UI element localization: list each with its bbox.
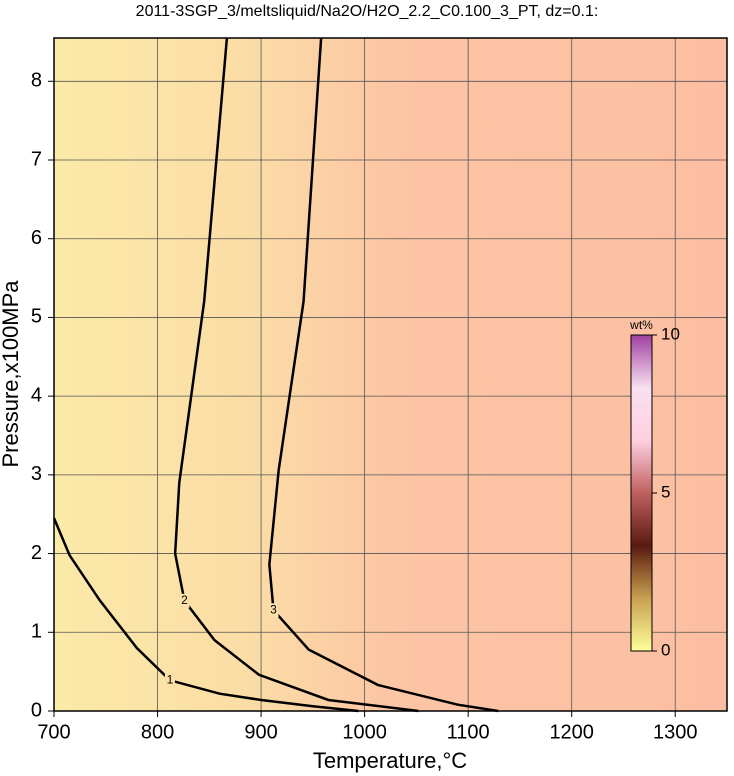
y-tick-label: 1 [31, 621, 42, 643]
colorbar-tick-label: 0 [661, 640, 670, 659]
contour-label: 2 [181, 593, 188, 607]
x-tick-label: 800 [141, 721, 174, 743]
x-tick-label: 1000 [342, 721, 387, 743]
y-tick-label: 0 [31, 699, 42, 721]
x-tick-label: 700 [37, 721, 70, 743]
x-axis-label: Temperature,°C [313, 748, 467, 773]
y-tick-label: 6 [31, 227, 42, 249]
y-tick-label: 3 [31, 463, 42, 485]
x-tick-label: 1300 [653, 721, 698, 743]
y-tick-label: 2 [31, 542, 42, 564]
chart-title: 2011-3SGP_3/meltsliquid/Na2O/H2O_2.2_C0.… [136, 3, 599, 20]
y-tick-label: 8 [31, 70, 42, 92]
contour-label: 3 [270, 602, 277, 616]
contour-label-bg [268, 603, 279, 618]
colorbar-tick-label: 10 [661, 324, 680, 343]
y-tick-label: 5 [31, 306, 42, 328]
x-tick-label: 1200 [549, 721, 594, 743]
colorbar-tick-label: 5 [661, 482, 670, 501]
x-tick-label: 1100 [447, 721, 490, 743]
y-axis-label: Pressure,x100MPa [0, 280, 23, 468]
x-tick-label: 900 [244, 721, 277, 743]
colorbar-label: wt% [629, 318, 653, 332]
colorbar [630, 334, 653, 652]
plot-frame [53, 37, 728, 712]
contour-label-bg [179, 593, 190, 608]
contour-label: 1 [167, 672, 174, 686]
contour-label-bg [164, 673, 175, 688]
y-tick-label: 4 [31, 384, 42, 406]
y-tick-label: 7 [31, 148, 42, 170]
plot-background [54, 38, 727, 711]
